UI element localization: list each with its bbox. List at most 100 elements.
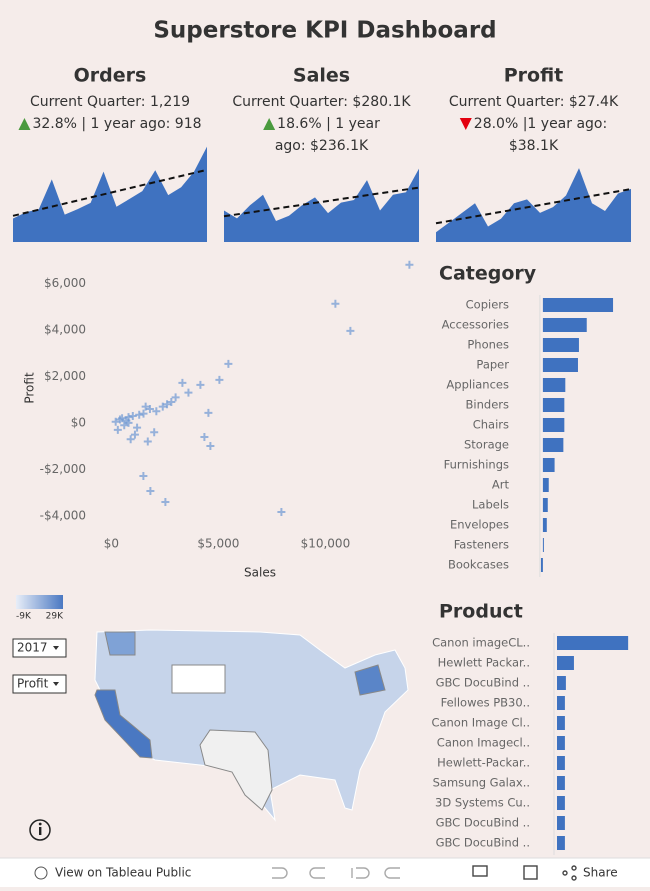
scatter-point [158, 402, 167, 411]
y-tick-label: -$2,000 [40, 462, 86, 476]
x-tick-label: $5,000 [197, 537, 239, 551]
us-map [94, 629, 409, 822]
bar-label: Binders [466, 398, 509, 412]
y-tick-label: -$4,000 [40, 509, 86, 523]
bar-label: Phones [467, 338, 509, 352]
bar-label: Art [492, 478, 510, 492]
kpi-change: 32.8% | 1 year ago: 918 [32, 116, 201, 132]
bar [542, 358, 578, 372]
bar-label: Canon Imagecl.. [437, 736, 530, 750]
scatter-point [130, 430, 139, 439]
dropdown-arrow [53, 646, 59, 650]
bar-label: Fellowes PB30.. [441, 696, 530, 710]
y-tick-label: $4,000 [44, 322, 86, 336]
bar-label: Bookcases [448, 558, 509, 572]
scatter-point [167, 397, 176, 406]
view-on-public[interactable]: View on Tableau Public [55, 866, 191, 880]
bar-label: 3D Systems Cu.. [435, 796, 530, 810]
scatter-point [133, 423, 142, 432]
filter-measure[interactable]: Profit [17, 677, 49, 691]
scatter-point [161, 498, 170, 507]
y-tick-label: $2,000 [44, 369, 86, 383]
scatter-point [405, 260, 414, 269]
toolbar-icons[interactable] [272, 865, 577, 881]
scatter-point [128, 411, 137, 420]
toolbar [0, 858, 650, 887]
kpi-title: Profit [504, 65, 564, 87]
bar-label: Copiers [466, 298, 509, 312]
trend-line [435, 188, 632, 225]
bar [542, 438, 564, 452]
bar [557, 696, 565, 710]
bar [540, 558, 543, 572]
map-washington [104, 631, 136, 656]
scatter-point [331, 299, 340, 308]
change-arrow [459, 118, 472, 130]
bar [542, 518, 547, 532]
bar [557, 816, 565, 830]
sparkline-area [13, 146, 207, 242]
y-axis-label: Profit [23, 372, 37, 404]
bar-label: Hewlett-Packar.. [437, 756, 530, 770]
filter-box[interactable] [12, 674, 67, 694]
filter[interactable]: Profit [12, 674, 67, 694]
bar [542, 498, 548, 512]
scatter-point [277, 508, 286, 517]
scatter-point [118, 414, 127, 423]
filter-year[interactable]: 2017 [17, 641, 48, 655]
scatter-point [224, 359, 233, 368]
filter[interactable]: 2017 [12, 638, 67, 658]
scatter-point [204, 408, 213, 417]
scatter-point [200, 432, 209, 441]
scatter-point [139, 472, 148, 480]
bar [542, 378, 566, 392]
scatter-point [120, 421, 129, 430]
bar [542, 538, 544, 552]
bar-chart-title: Product [439, 601, 523, 623]
legend-max: 29K [46, 612, 64, 622]
scatter-point [184, 388, 193, 397]
bar [557, 776, 565, 790]
map-wyoming [171, 664, 226, 694]
tableau-icon[interactable] [34, 866, 48, 880]
kpi-title: Sales [293, 65, 350, 87]
trend-line [12, 168, 208, 217]
bar [557, 716, 565, 730]
scatter-point [206, 441, 215, 450]
bar [557, 676, 566, 690]
bar-label: Appliances [446, 378, 509, 392]
share-button[interactable]: Share [583, 866, 618, 880]
bar [557, 836, 565, 850]
scatter-point [113, 425, 122, 434]
scatter-point [346, 326, 355, 335]
scatter-point [163, 400, 172, 409]
bar-label: GBC DocuBind .. [436, 816, 530, 830]
bar-label: Canon Image Cl.. [431, 716, 530, 730]
bar-label: Storage [464, 438, 509, 452]
kpi-current: Current Quarter: 1,219 [30, 94, 190, 110]
scatter-point [111, 417, 120, 426]
bar [542, 418, 565, 432]
bar [557, 796, 565, 810]
filter-box[interactable] [12, 638, 67, 658]
kpi-change: ago: $236.1K [275, 138, 369, 154]
bar-label: Labels [472, 498, 509, 512]
kpi-current: Current Quarter: $280.1K [232, 94, 411, 110]
bar [557, 736, 565, 750]
bar-label: Canon imageCL.. [432, 636, 530, 650]
scatter-point [150, 428, 159, 437]
bar [542, 338, 579, 352]
bar-chart-title: Category [439, 263, 537, 285]
scatter-point [196, 380, 205, 389]
map-texas [199, 729, 273, 811]
bar-label: GBC DocuBind .. [436, 836, 530, 850]
bar-label: Chairs [473, 418, 509, 432]
bar-label: Accessories [442, 318, 509, 332]
scatter-point [146, 487, 155, 496]
info-icon[interactable] [29, 819, 51, 841]
kpi-change: $38.1K [509, 138, 559, 154]
bar [557, 656, 574, 670]
scatter-point [126, 435, 135, 444]
bar [557, 636, 629, 650]
